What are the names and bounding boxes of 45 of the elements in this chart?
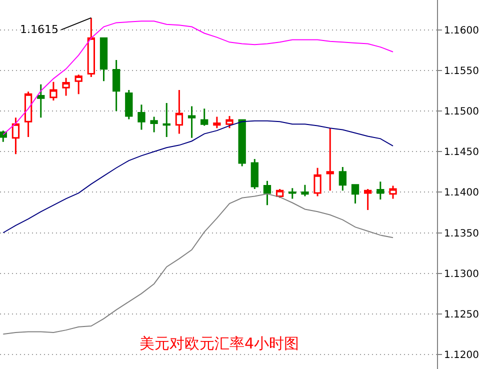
y-tick-label: 1.1450 [444, 147, 479, 158]
text: 美元对欧元汇率4小时图 [140, 334, 300, 353]
candlestick [364, 188, 372, 211]
y-tick-label: 1.1550 [444, 66, 479, 78]
line-series [2, 20, 394, 136]
candlestick [288, 187, 296, 200]
candlestick [150, 116, 158, 133]
candlestick [326, 127, 334, 192]
candlestick [188, 105, 196, 139]
y-tick-label: 1.1250 [444, 309, 479, 320]
candlestick [37, 84, 45, 118]
candlestick [50, 81, 58, 102]
candlestick [162, 102, 170, 138]
candlestick [351, 183, 360, 204]
candlestick [238, 118, 246, 167]
line-series [2, 193, 394, 335]
candlestick [200, 108, 208, 126]
candlestick [250, 158, 258, 190]
y-tick-label: 1.1500 [444, 106, 479, 118]
candlestick [314, 167, 322, 198]
candlestick [138, 104, 146, 131]
candlestick [389, 184, 397, 200]
candlestick [62, 77, 70, 96]
candlestick [87, 17, 95, 78]
line-series [2, 120, 394, 234]
candlestick [112, 59, 120, 112]
y-tick-label: 1.1300 [444, 268, 479, 280]
candlestick [213, 116, 221, 129]
candlestick [74, 74, 82, 95]
candlestick [338, 166, 347, 192]
candlestick [12, 116, 20, 155]
candlestick [376, 180, 384, 200]
candlestick [175, 89, 184, 135]
y-tick-label: 1.1400 [444, 188, 479, 199]
y-tick-label: 1.1350 [444, 228, 479, 240]
candlestick [301, 184, 309, 198]
candlestick [100, 37, 108, 82]
candlestick [24, 90, 32, 138]
candlestick [226, 115, 234, 129]
y-tick-label: 1.1600 [444, 26, 479, 37]
annotation: 1.1615 [20, 23, 58, 36]
candlestick [263, 180, 272, 206]
y-tick-label: 1.1200 [444, 350, 479, 361]
candlestick [125, 89, 133, 120]
candlestick [0, 130, 7, 143]
